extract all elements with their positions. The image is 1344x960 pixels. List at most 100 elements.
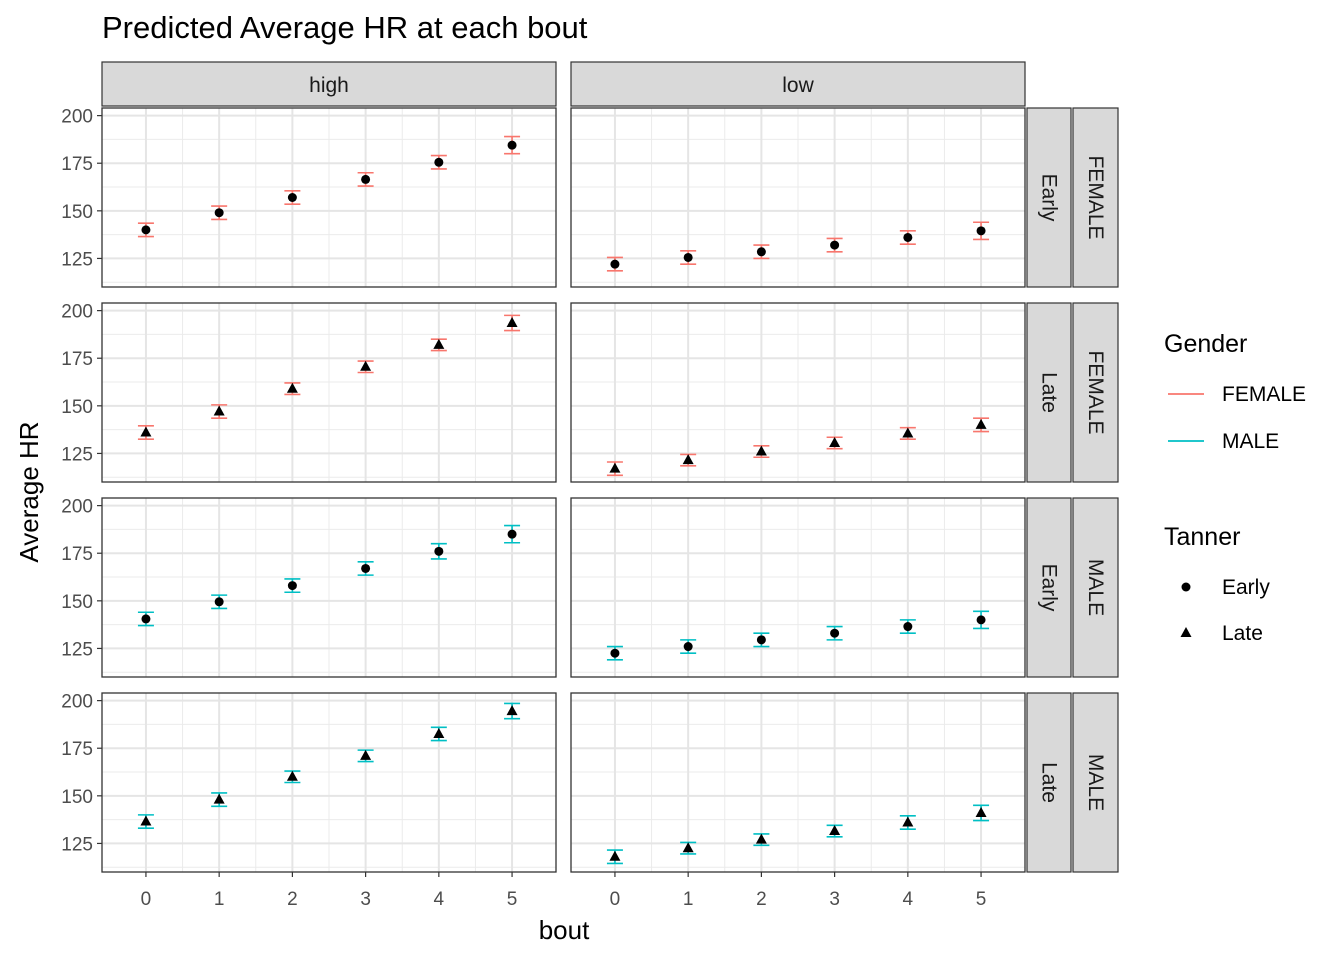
row-strip-gender xyxy=(1072,497,1119,678)
row-strip-tanner xyxy=(1026,107,1072,288)
x-tick-label: 3 xyxy=(360,889,371,910)
data-point xyxy=(287,193,297,202)
data-point xyxy=(830,240,840,250)
data-point xyxy=(975,418,987,429)
facet-strip-label: high xyxy=(309,74,349,97)
facet-strip-low xyxy=(570,61,1026,107)
data-point xyxy=(903,622,913,632)
data-point xyxy=(829,436,841,447)
panel-low-early-female xyxy=(570,107,1026,288)
data-point xyxy=(610,648,620,658)
panel-border xyxy=(101,497,557,678)
row-strip-gender xyxy=(1072,692,1119,873)
data-point xyxy=(214,597,224,607)
data-point xyxy=(902,816,914,827)
y-tick-label: 150 xyxy=(61,397,93,418)
data-point xyxy=(755,833,767,844)
legend-key-late xyxy=(1180,627,1192,637)
data-point xyxy=(903,232,913,242)
data-point xyxy=(830,628,840,638)
y-tick-label: 150 xyxy=(61,787,93,808)
data-point xyxy=(361,563,371,573)
data-point xyxy=(610,259,620,269)
x-tick-label: 3 xyxy=(829,889,840,910)
y-tick-label: 125 xyxy=(61,249,93,270)
x-tick-label: 1 xyxy=(683,889,694,910)
y-tick-label: 175 xyxy=(61,544,93,565)
y-axis-title: Average HR xyxy=(14,421,44,562)
facet-strip-label: low xyxy=(782,74,814,97)
legend-label: Late xyxy=(1222,622,1263,645)
row-strip-gender xyxy=(1072,302,1119,483)
panel-low-late-male: 0 1 2 3 4 5 xyxy=(570,692,1026,910)
y-tick-label: 175 xyxy=(61,349,93,370)
y-tick-label: 200 xyxy=(61,302,93,323)
data-point xyxy=(140,815,152,826)
panel-border xyxy=(570,107,1026,288)
row-strip-gender-label: FEMALE xyxy=(1084,155,1107,239)
data-point xyxy=(286,382,298,393)
x-tick-label: 0 xyxy=(141,889,152,910)
data-point xyxy=(829,825,841,836)
row-strip-tanner xyxy=(1026,302,1072,483)
row-strip-tanner-label: Late xyxy=(1038,372,1061,413)
x-tick-label: 0 xyxy=(610,889,621,910)
x-axis-title: bout xyxy=(539,915,590,945)
data-point xyxy=(433,727,445,738)
legend-label: FEMALE xyxy=(1222,383,1306,406)
data-point xyxy=(360,360,372,371)
y-tick-label: 200 xyxy=(61,692,93,713)
panel-low-early-male xyxy=(570,497,1026,678)
data-point xyxy=(506,705,518,716)
data-point xyxy=(975,806,987,817)
panel-high-late-male: 125 150 175 200 0 1 2 3 4 5 xyxy=(61,692,557,910)
panels-layer: high low Early FEMALE Late FEMALE Early MALE Lat… xyxy=(61,61,1119,910)
data-point xyxy=(683,642,693,652)
legend-key-early xyxy=(1181,582,1191,592)
row-strip-gender xyxy=(1072,107,1119,288)
data-point xyxy=(682,454,694,465)
x-tick-label: 4 xyxy=(434,889,445,910)
data-point xyxy=(756,247,766,257)
panel-low-late-female xyxy=(570,302,1026,483)
y-tick-label: 200 xyxy=(61,107,93,128)
data-point xyxy=(682,842,694,853)
panel-border xyxy=(570,302,1026,483)
data-point xyxy=(434,546,444,556)
data-point xyxy=(213,793,225,804)
y-tick-label: 175 xyxy=(61,154,93,175)
data-point xyxy=(507,529,517,539)
y-tick-label: 125 xyxy=(61,834,93,855)
data-point xyxy=(361,174,371,184)
row-strip-gender-label: MALE xyxy=(1084,559,1107,616)
chart-title: Predicted Average HR at each bout xyxy=(102,10,588,45)
y-tick-label: 125 xyxy=(61,639,93,660)
panel-high-early-female: 125 150 175 200 xyxy=(61,107,557,288)
y-tick-label: 200 xyxy=(61,497,93,518)
panel-border xyxy=(570,692,1026,873)
data-point xyxy=(433,338,445,349)
data-point xyxy=(609,850,621,861)
data-point xyxy=(507,140,517,150)
row-strip-tanner xyxy=(1026,497,1072,678)
data-point xyxy=(902,427,914,438)
row-strip-gender-label: MALE xyxy=(1084,754,1107,811)
x-tick-label: 2 xyxy=(287,889,298,910)
data-point xyxy=(213,405,225,416)
data-point xyxy=(286,770,298,781)
y-tick-label: 175 xyxy=(61,739,93,760)
legend: Gender FEMALE MALE Tanner Early Late xyxy=(1164,330,1306,645)
row-strip-tanner-label: Late xyxy=(1038,762,1061,803)
row-strip-tanner-label: Early xyxy=(1038,174,1061,222)
x-tick-label: 4 xyxy=(903,889,914,910)
panel-border xyxy=(101,107,557,288)
row-strip-tanner xyxy=(1026,692,1072,873)
data-point xyxy=(756,635,766,645)
data-point xyxy=(141,614,151,624)
row-strip-gender-label: FEMALE xyxy=(1084,350,1107,434)
data-point xyxy=(434,157,444,167)
data-point xyxy=(140,426,152,437)
panel-high-late-female: 125 150 175 200 xyxy=(61,302,557,483)
panel-border xyxy=(101,302,557,483)
